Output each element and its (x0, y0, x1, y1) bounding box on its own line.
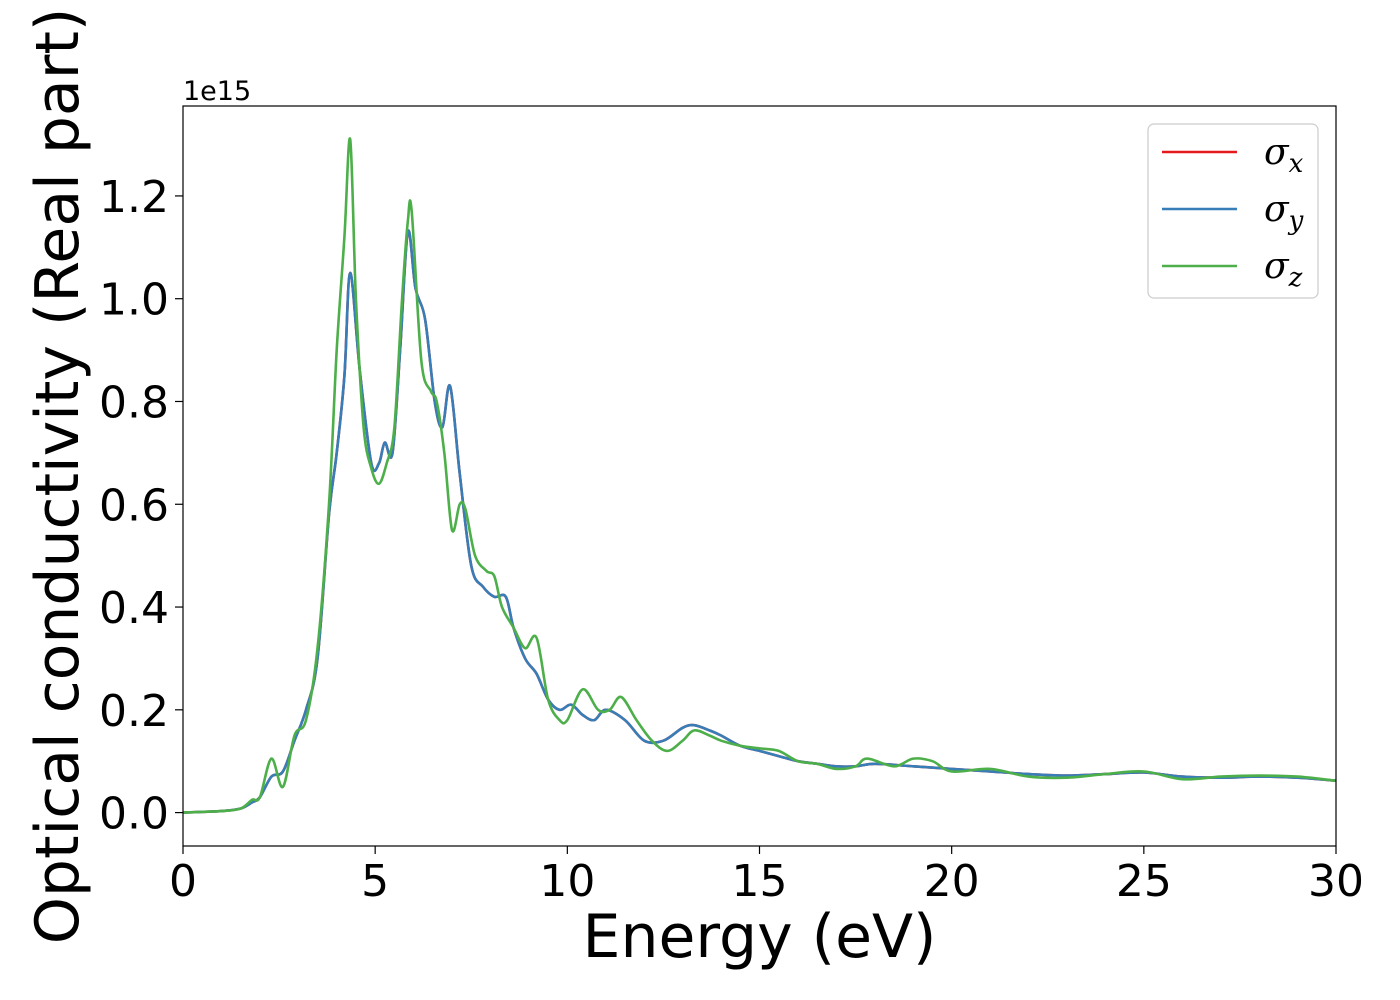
y-tick-label: 0.8 (99, 377, 169, 428)
legend-box (1147, 123, 1319, 299)
y-offset-text: 1e15 (183, 76, 251, 107)
y-tick-label: 1.2 (99, 172, 169, 223)
y-tick-label: 1.0 (99, 275, 169, 326)
x-tick-label: 5 (361, 856, 389, 907)
x-tick-label: 30 (1308, 856, 1364, 907)
x-tick-label: 25 (1116, 856, 1172, 907)
y-tick-label: 0.2 (99, 686, 169, 737)
x-tick-label: 0 (169, 856, 197, 907)
x-tick-label: 15 (732, 856, 788, 907)
legend-label-sigma-y: σy (1264, 189, 1304, 236)
x-tick-label: 20 (924, 856, 980, 907)
x-axis-label: Energy (eV) (583, 902, 937, 972)
y-tick-label: 0.6 (99, 480, 169, 531)
x-axis: 0 5 10 15 20 25 30 (169, 846, 1364, 907)
series-layer (182, 137, 1337, 814)
legend-entries: σx σy σz (1162, 132, 1304, 293)
y-tick-label: 0.0 (99, 789, 169, 840)
x-tick-label: 10 (539, 856, 595, 907)
y-axis-label: Optical conductivity (Real part) (23, 8, 93, 945)
y-axis: 0.0 0.2 0.4 0.6 0.8 1.0 1.2 (99, 172, 183, 840)
legend: σx σy σz (1147, 123, 1319, 299)
legend-label-sigma-x: σx (1264, 132, 1304, 179)
y-tick-label: 0.4 (99, 583, 169, 634)
legend-label-sigma-z: σz (1264, 246, 1303, 293)
series-line-sigma-z (182, 137, 1337, 814)
